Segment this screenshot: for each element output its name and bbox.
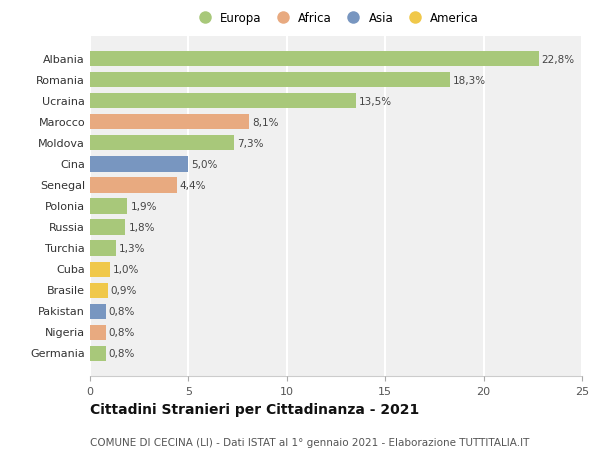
Text: 1,0%: 1,0% bbox=[113, 264, 139, 274]
Text: Cittadini Stranieri per Cittadinanza - 2021: Cittadini Stranieri per Cittadinanza - 2… bbox=[90, 402, 419, 416]
Bar bbox=[90, 136, 233, 151]
Text: 18,3%: 18,3% bbox=[453, 76, 486, 86]
Text: 22,8%: 22,8% bbox=[542, 55, 575, 65]
Text: 1,8%: 1,8% bbox=[128, 223, 155, 233]
Text: 0,8%: 0,8% bbox=[109, 348, 135, 358]
Bar bbox=[90, 346, 106, 361]
Bar bbox=[90, 325, 106, 340]
Text: 1,3%: 1,3% bbox=[119, 244, 145, 253]
Text: 1,9%: 1,9% bbox=[130, 202, 157, 212]
Bar bbox=[90, 73, 450, 88]
Bar bbox=[90, 262, 110, 277]
Text: 4,4%: 4,4% bbox=[179, 180, 206, 190]
Text: 0,8%: 0,8% bbox=[109, 307, 135, 316]
Bar bbox=[90, 94, 356, 109]
Text: 8,1%: 8,1% bbox=[253, 118, 279, 128]
Bar bbox=[90, 115, 250, 130]
Bar bbox=[90, 283, 108, 298]
Bar bbox=[90, 241, 116, 256]
Bar bbox=[90, 304, 106, 319]
Text: 7,3%: 7,3% bbox=[236, 139, 263, 149]
Text: 5,0%: 5,0% bbox=[191, 160, 218, 169]
Text: 0,8%: 0,8% bbox=[109, 327, 135, 337]
Legend: Europa, Africa, Asia, America: Europa, Africa, Asia, America bbox=[191, 10, 481, 28]
Text: COMUNE DI CECINA (LI) - Dati ISTAT al 1° gennaio 2021 - Elaborazione TUTTITALIA.: COMUNE DI CECINA (LI) - Dati ISTAT al 1°… bbox=[90, 437, 529, 447]
Bar bbox=[90, 157, 188, 172]
Text: 0,9%: 0,9% bbox=[110, 285, 137, 296]
Text: 13,5%: 13,5% bbox=[359, 97, 392, 106]
Bar bbox=[90, 199, 127, 214]
Bar bbox=[90, 52, 539, 67]
Bar bbox=[90, 220, 125, 235]
Bar bbox=[90, 178, 176, 193]
